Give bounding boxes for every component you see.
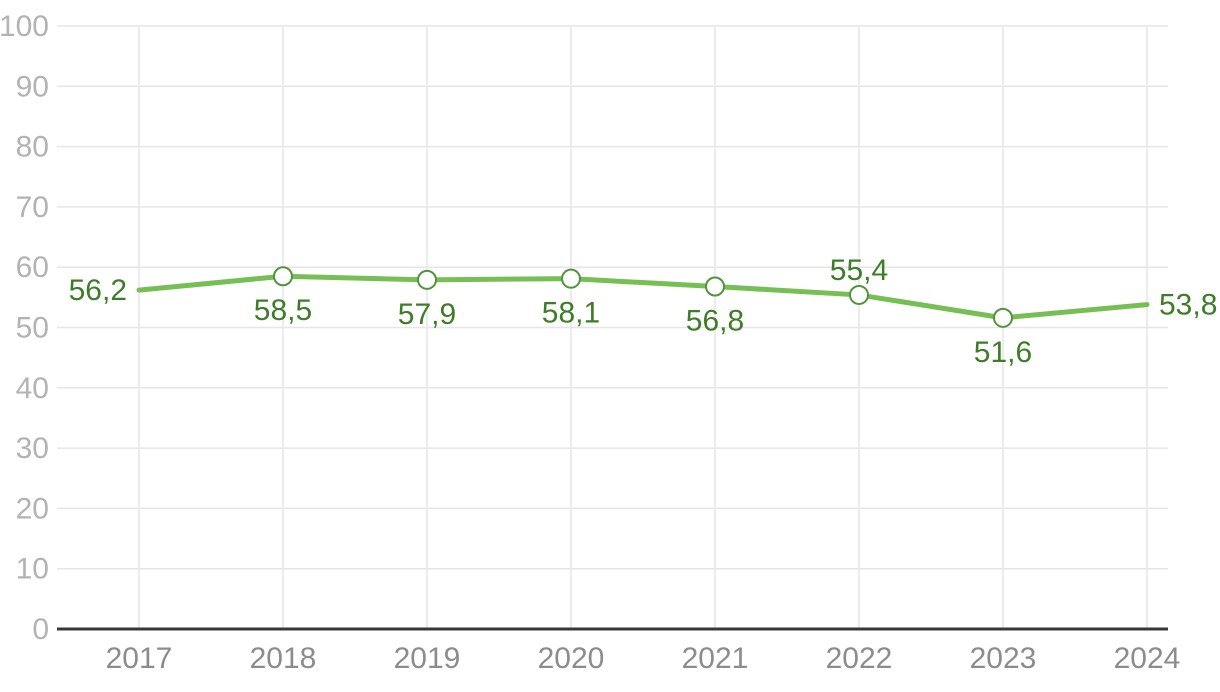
data-point-marker[interactable] — [417, 269, 437, 290]
x-tick-label: 2018 — [250, 642, 317, 675]
data-point-marker[interactable] — [849, 284, 869, 305]
data-point-marker[interactable] — [993, 307, 1013, 328]
y-tick-label: 40 — [16, 372, 49, 405]
y-tick-label: 100 — [0, 10, 49, 43]
data-point-label: 58,1 — [542, 297, 600, 330]
x-tick-label: 2020 — [538, 642, 605, 675]
x-tick-label: 2024 — [1114, 642, 1181, 675]
data-point-marker[interactable] — [561, 268, 581, 289]
y-tick-label: 10 — [16, 553, 49, 586]
y-tick-label: 70 — [16, 191, 49, 224]
y-tick-label: 30 — [16, 432, 49, 465]
x-tick-label: 2022 — [826, 642, 893, 675]
data-point-label: 53,8 — [1159, 289, 1217, 322]
data-point-label: 56,8 — [686, 304, 744, 337]
y-tick-label: 50 — [16, 312, 49, 345]
data-point-marker[interactable] — [273, 266, 293, 287]
y-tick-label: 20 — [16, 492, 49, 525]
data-point-label: 58,5 — [254, 294, 312, 327]
y-tick-label: 80 — [16, 131, 49, 164]
x-tick-label: 2019 — [394, 642, 461, 675]
y-tick-label: 60 — [16, 251, 49, 284]
x-tick-label: 2021 — [682, 642, 749, 675]
data-point-label: 57,9 — [398, 298, 456, 331]
data-point-label: 55,4 — [830, 254, 888, 287]
x-tick-label: 2023 — [970, 642, 1037, 675]
data-point-label: 51,6 — [974, 336, 1032, 369]
y-tick-label: 0 — [32, 613, 49, 646]
x-tick-label: 2017 — [106, 642, 173, 675]
y-tick-label: 90 — [16, 70, 49, 103]
data-point-marker[interactable] — [705, 276, 725, 297]
data-point-label: 56,2 — [69, 274, 127, 307]
series-line — [136, 273, 1150, 321]
